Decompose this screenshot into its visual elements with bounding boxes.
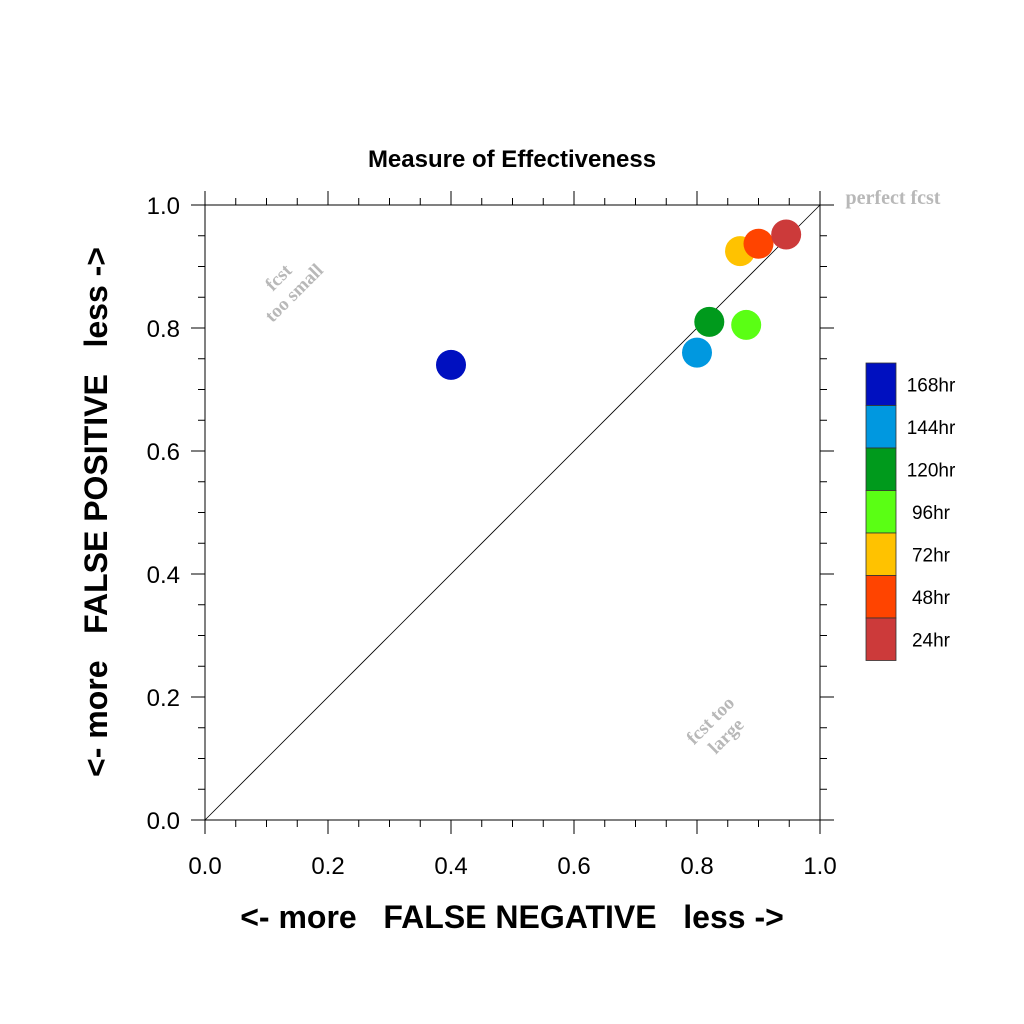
y-tick-label: 0.8 [147,316,180,343]
x-tick-label: 0.8 [680,853,713,880]
x-tick-label: 0.6 [557,853,590,880]
data-point-48hr [743,228,774,259]
y-tick-label: 0.0 [147,808,180,835]
legend-swatch-24hr [865,617,897,661]
legend: 168hr 144hr 120hr 96hr 72hr 48hr 24hr [865,362,956,661]
data-point-96hr [731,309,762,340]
perfect-forecast-diagonal [204,204,821,821]
legend-label-48hr: 48hr [912,588,951,609]
data-point-144hr [682,337,712,368]
legend-label-72hr: 72hr [912,545,951,566]
data-point-168hr [436,349,466,380]
y-axis: 0.0 0.2 0.4 0.6 0.8 1.0 [147,193,834,835]
data-points [436,219,802,380]
data-point-120hr [694,306,725,337]
x-tick-label: 0.4 [434,853,467,880]
chart-title: Measure of Effectiveness [368,146,656,173]
legend-label-144hr: 144hr [907,418,956,439]
legend-swatch-48hr [865,575,897,619]
x-tick-label: 0.2 [311,853,344,880]
x-tick-label: 0.0 [188,853,221,880]
legend-label-24hr: 24hr [912,630,951,651]
y-tick-label: 1.0 [147,193,180,220]
x-tick-label: 1.0 [803,853,836,880]
legend-label-168hr: 168hr [907,375,956,396]
annotation-perfect-fcst: perfect fcst [846,187,941,209]
y-tick-label: 0.6 [147,439,180,466]
x-axis: 0.0 0.2 0.4 0.6 0.8 1.0 [188,191,837,880]
legend-swatch-72hr [865,532,897,576]
legend-swatch-144hr [865,405,897,449]
y-tick-label: 0.2 [147,685,180,712]
data-point-24hr [771,219,802,250]
y-axis-label: <- more FALSE POSITIVE less -> [78,247,114,777]
x-axis-label: <- more FALSE NEGATIVE less -> [240,899,784,935]
legend-label-120hr: 120hr [907,460,956,481]
y-tick-label: 0.4 [147,562,180,589]
legend-swatch-96hr [865,490,897,534]
legend-swatch-120hr [865,447,897,491]
legend-label-96hr: 96hr [912,503,951,524]
legend-swatch-168hr [865,362,897,406]
annotation-fcst-too-large: fcst too large [683,693,749,759]
annotation-fcst-too-small: fcst too small [261,260,328,327]
